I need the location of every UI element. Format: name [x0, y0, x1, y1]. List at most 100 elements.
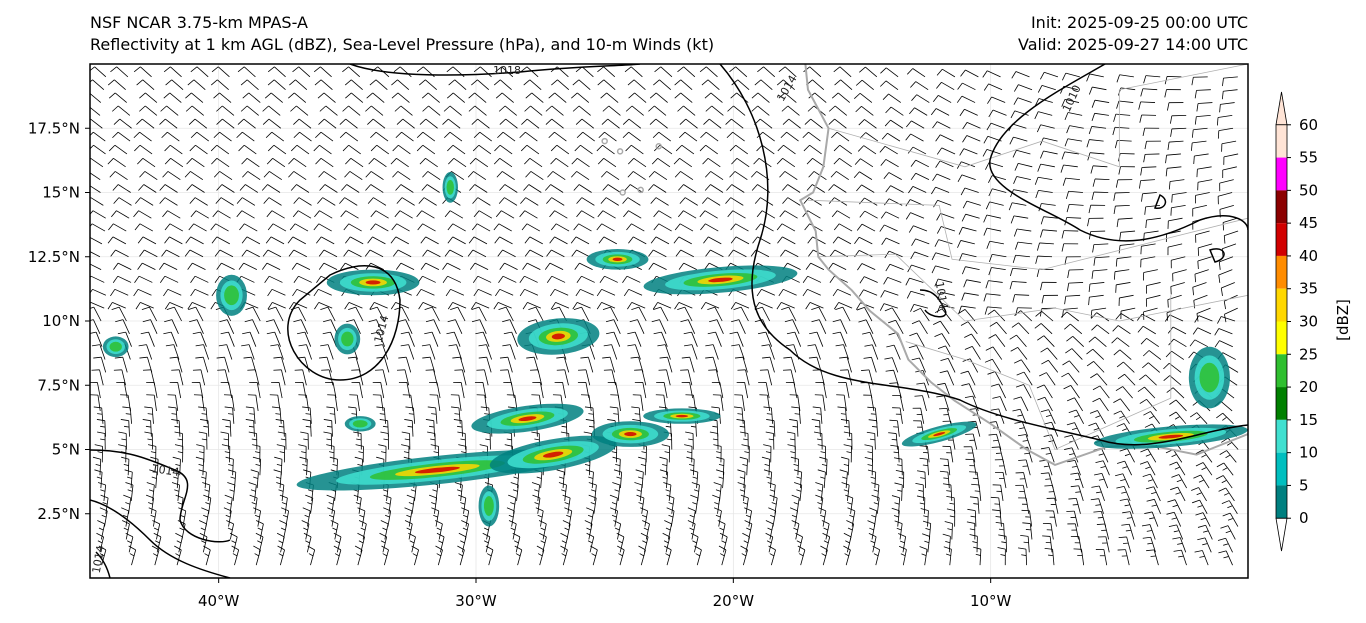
- wind-barb: [222, 118, 235, 129]
- wind-barb: [986, 149, 1001, 155]
- wind-barb-flag: [1044, 547, 1053, 550]
- wind-barb-flag: [964, 395, 973, 399]
- wind-barb-flag: [1066, 125, 1070, 134]
- wind-barb: [941, 147, 956, 155]
- wind-barb-flag: [575, 289, 581, 297]
- wind-barb: [382, 536, 388, 553]
- wind-barb-flag: [370, 210, 377, 218]
- wind-barb-flag: [807, 236, 813, 244]
- wind-barb-flag: [1097, 517, 1103, 519]
- wind-barb-flag: [177, 451, 183, 454]
- wind-barb: [994, 309, 1006, 322]
- wind-barb: [501, 210, 515, 219]
- wind-barb: [710, 184, 724, 193]
- wind-barb-flag: [650, 197, 657, 204]
- wind-barb-flag: [196, 444, 205, 447]
- wind-barb-flag: [612, 482, 621, 486]
- wind-barb-flag: [288, 158, 295, 165]
- wind-barb-flag: [379, 413, 385, 415]
- wind-barb: [642, 382, 647, 399]
- wind-barb-flag: [1010, 215, 1015, 224]
- wind-barb-flag: [856, 223, 863, 231]
- wind-barb-flag: [392, 249, 399, 257]
- wind-barb-flag: [471, 79, 478, 86]
- wind-barb-flag: [638, 476, 644, 479]
- wind-barb: [1171, 127, 1187, 130]
- wind-barb-flag: [163, 331, 172, 335]
- wind-barb-flag: [1088, 205, 1092, 214]
- wind-barb-flag: [412, 553, 418, 557]
- wind-barb: [731, 184, 745, 193]
- wind-barb: [966, 122, 981, 129]
- wind-barb: [554, 92, 567, 103]
- colorbar-segment: [1276, 387, 1287, 420]
- wind-barb: [273, 144, 287, 155]
- wind-barb-flag: [339, 131, 347, 139]
- wind-barb-flag: [614, 489, 620, 492]
- wind-barb-flag: [1044, 485, 1053, 487]
- wind-barb: [511, 331, 518, 347]
- wind-barb-flag: [348, 306, 356, 311]
- wind-barb-flag: [983, 136, 989, 144]
- wind-barb: [1064, 151, 1079, 155]
- wind-barb: [525, 197, 539, 206]
- wind-barb-flag: [818, 507, 826, 512]
- wind-barb-flag: [778, 289, 784, 297]
- wind-barb: [117, 131, 131, 142]
- wind-barb: [167, 131, 180, 142]
- wind-barb: [771, 407, 774, 424]
- wind-barb: [374, 302, 388, 309]
- wind-barb-flag: [1086, 139, 1090, 148]
- wind-barb: [718, 510, 722, 527]
- wind-barb: [832, 262, 847, 270]
- wind-barb: [298, 306, 307, 322]
- wind-barb: [117, 184, 131, 193]
- wind-barb-flag: [547, 171, 554, 178]
- wind-barb-flag: [935, 134, 941, 142]
- wind-barb-flag: [692, 502, 698, 505]
- wind-barb: [531, 92, 544, 103]
- wind-barb-flag: [480, 406, 489, 409]
- wind-barb: [247, 171, 261, 180]
- wind-barb: [275, 306, 284, 322]
- wind-barb: [452, 223, 466, 232]
- wind-barb-flag: [468, 105, 476, 112]
- wind-barb: [865, 319, 874, 335]
- wind-barb-flag: [880, 159, 887, 166]
- wind-barb: [556, 223, 570, 232]
- wind-barb-flag: [1169, 411, 1177, 417]
- wind-barb-flag: [905, 133, 911, 141]
- wind-barb-flag: [636, 494, 645, 499]
- wind-barb-flag: [458, 532, 467, 538]
- wind-barb: [298, 118, 312, 129]
- wind-barb-flag: [422, 356, 431, 359]
- wind-barb-flag: [590, 502, 596, 505]
- wind-barb: [1092, 86, 1107, 91]
- wind-barb: [1119, 349, 1132, 360]
- wind-barb-flag: [245, 406, 254, 409]
- wind-barb: [1068, 282, 1084, 284]
- wind-barb-flag: [946, 508, 955, 511]
- wind-barb-flag: [867, 464, 873, 466]
- wind-barb: [897, 420, 900, 437]
- wind-barb-flag: [216, 184, 223, 191]
- wind-barb: [540, 510, 544, 527]
- wind-barb-flag: [379, 419, 388, 422]
- wind-barb-flag: [175, 494, 184, 499]
- wind-barb-flag: [1014, 241, 1019, 250]
- wind-barb-flag: [1045, 453, 1051, 455]
- wind-barb-flag: [261, 184, 268, 191]
- wind-barb: [876, 420, 879, 437]
- wind-barb: [202, 459, 205, 476]
- wind-barb-flag: [460, 438, 466, 441]
- wind-barb-flag: [225, 425, 231, 428]
- wind-barb-flag: [395, 262, 402, 270]
- wind-barb: [565, 420, 568, 437]
- wind-barb-flag: [153, 527, 159, 531]
- wind-barb: [641, 369, 647, 386]
- wind-barb: [1014, 110, 1029, 116]
- wind-barb: [406, 382, 411, 399]
- wind-barb: [306, 536, 312, 553]
- wind-barb-flag: [820, 545, 828, 551]
- wind-barb: [117, 262, 132, 270]
